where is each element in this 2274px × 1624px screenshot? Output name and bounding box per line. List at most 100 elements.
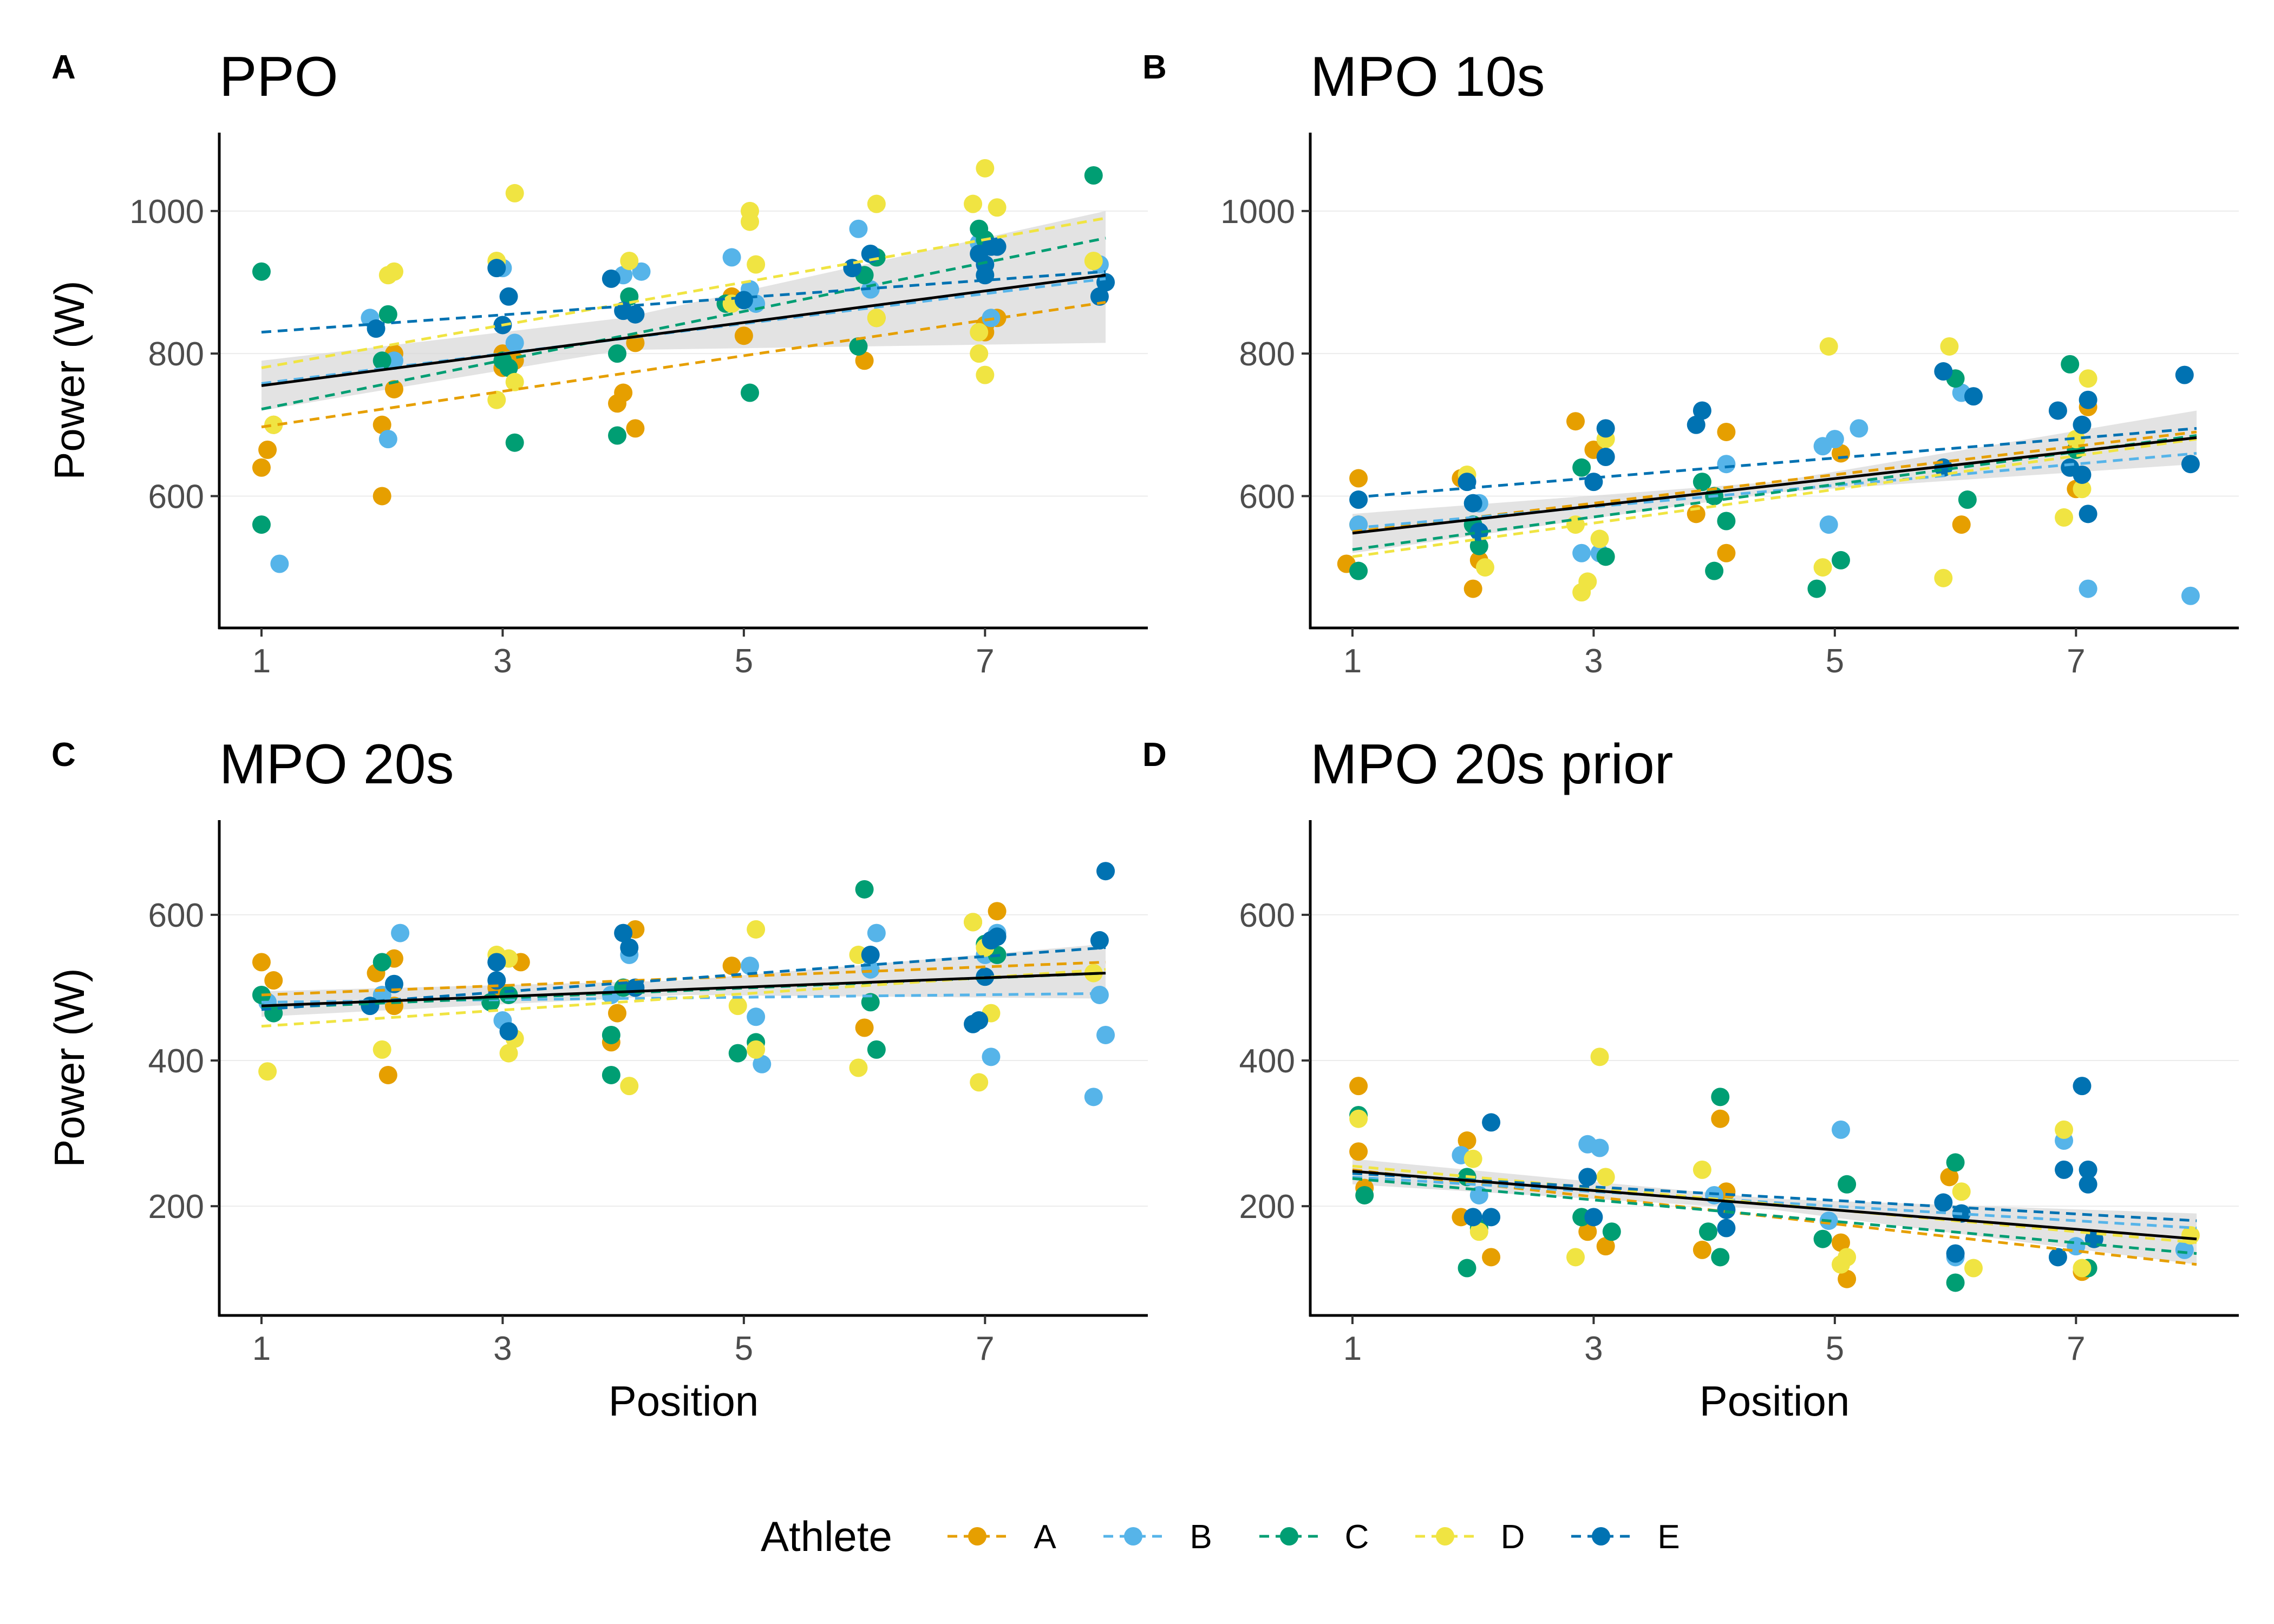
point-athlete-A [258,440,277,459]
trend-athlete-D [1352,437,2197,558]
legend-key-point [1124,1527,1142,1546]
point-athlete-A [1458,1131,1476,1150]
point-athlete-A [626,419,645,438]
point-athlete-D [264,415,283,434]
trend-athlete-B [1352,451,2197,530]
point-athlete-B [2175,1240,2194,1259]
x-tick-label: 1 [1343,643,1362,680]
legend-item-C: C [1259,1518,1369,1556]
point-athlete-E [1090,931,1109,950]
point-athlete-D [1590,529,1609,548]
point-athlete-C [608,344,626,363]
point-athlete-A [264,971,283,990]
trend-athlete-B [1352,1175,2197,1230]
point-athlete-D [747,1040,766,1059]
point-athlete-D [741,201,759,220]
x-tick-label: 1 [252,643,271,680]
point-athlete-E [2073,465,2092,484]
point-athlete-C [1693,473,1711,492]
y-tick-label: 600 [1239,897,1295,934]
point-athlete-E [1096,862,1115,881]
x-tick-label: 7 [976,1330,994,1367]
point-athlete-A [1717,543,1736,562]
point-athlete-D [867,194,886,213]
panels: 600 800 1000 1 3 5 7 A PPO Power (W) 600 800 1000 1 3 5… [45,45,2239,1425]
point-athlete-D [867,309,886,328]
trend-athlete-E [261,946,1106,1011]
point-athlete-A [1940,1168,1959,1187]
point-athlete-E [1349,490,1368,509]
point-athlete-A [1463,579,1482,598]
point-athlete-E [2079,505,2097,523]
point-athlete-E [964,1014,983,1033]
point-athlete-B [747,1007,766,1026]
point-athlete-D [964,913,983,932]
point-athlete-B [1819,515,1838,534]
point-athlete-C [252,515,271,534]
point-athlete-D [384,262,403,281]
point-athlete-E [2181,455,2200,474]
point-athlete-D [2073,1259,2092,1278]
point-athlete-E [499,287,518,306]
point-athlete-E [614,924,633,942]
point-athlete-B [1832,1120,1850,1139]
point-athlete-E [1578,1168,1597,1187]
point-athlete-C [741,383,759,402]
point-athlete-A [1838,1269,1857,1288]
point-athlete-D [620,251,639,270]
y-tick-label: 600 [1239,478,1295,515]
panel-B: 600 800 1000 1 3 5 7 B MPO 10s [1142,45,2239,680]
point-athlete-E [1584,473,1603,492]
point-athlete-B [867,924,886,942]
point-athlete-A [1596,1237,1615,1256]
trend-athlete-C [1352,434,2197,551]
panel-C: 200 400 600 1 3 5 7 C MPO 20s Power (W) Position [45,733,1148,1425]
legend-key-point [1436,1527,1454,1546]
trend-athlete-E [261,270,1106,334]
point-athlete-E [2079,1175,2097,1194]
point-athlete-D [2067,430,2086,449]
point-athlete-D [1590,1047,1609,1066]
x-tick-label: 7 [2067,643,2085,680]
point-athlete-E [1964,387,1983,406]
x-tick-label: 3 [1584,1330,1603,1367]
point-athlete-A [734,326,753,345]
point-athlete-D [2055,508,2074,527]
point-athlete-B [741,957,759,975]
point-athlete-D [1084,251,1103,270]
point-athlete-B [1850,419,1868,438]
point-athlete-B [849,219,868,238]
point-athlete-D [1838,1248,1857,1267]
point-athlete-D [964,194,983,213]
point-athlete-D [2055,1120,2074,1139]
point-athlete-A [252,953,271,972]
point-athlete-D [1566,1248,1585,1267]
point-athlete-C [1832,551,1850,569]
point-athlete-D [1934,568,1953,587]
point-athlete-E [1687,415,1706,434]
point-athlete-A [373,415,391,434]
y-axis-label: Power (W) [45,280,93,480]
point-athlete-C [373,351,391,370]
point-athlete-C [1458,1259,1476,1278]
panel-tag: C [51,736,76,774]
point-athlete-D [970,323,989,342]
point-athlete-D [373,1040,391,1059]
x-tick-label: 5 [735,643,753,680]
point-athlete-B [1572,543,1591,562]
point-athlete-C [1838,1175,1857,1194]
point-athlete-D [1693,1160,1711,1179]
point-athlete-A [1832,1233,1850,1252]
point-athlete-C [373,953,391,972]
point-athlete-D [976,159,995,178]
point-athlete-A [384,379,403,398]
x-tick-label: 3 [1584,643,1603,680]
legend-key-point [1280,1527,1298,1546]
point-athlete-A [1578,1222,1597,1241]
point-athlete-A [614,383,633,402]
point-athlete-A [1482,1248,1501,1267]
y-tick-label: 800 [148,336,204,373]
point-athlete-A [1349,1142,1368,1161]
legend-label: B [1190,1518,1212,1556]
